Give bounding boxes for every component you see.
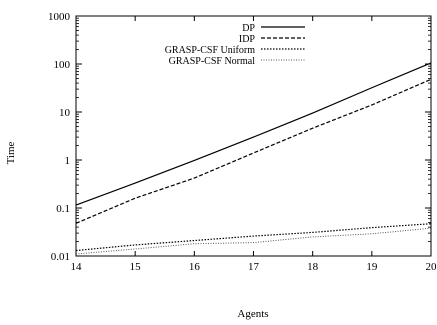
y-tick-label: 0.01 xyxy=(51,251,70,263)
x-tick-label: 14 xyxy=(71,261,83,273)
y-tick-label: 0.1 xyxy=(56,203,70,215)
x-tick-label: 19 xyxy=(366,261,378,273)
series-line-grasp-csf-uniform xyxy=(76,224,431,251)
legend-label: IDP xyxy=(239,34,256,45)
series-group xyxy=(76,63,431,254)
series-line-idp xyxy=(76,79,431,223)
y-axis-label: Time xyxy=(5,141,17,164)
x-tick-label: 18 xyxy=(307,261,319,273)
series-line-dp xyxy=(76,63,431,205)
x-tick-label: 20 xyxy=(426,261,437,273)
y-tick-label: 100 xyxy=(54,59,71,71)
x-tick-label: 16 xyxy=(189,261,201,273)
x-tick-label: 17 xyxy=(248,261,260,273)
x-tick-label: 15 xyxy=(130,261,142,273)
y-tick-label: 10 xyxy=(59,107,71,119)
y-tick-label: 1000 xyxy=(48,11,71,23)
legend-label: DP xyxy=(242,23,255,34)
y-tick-label: 1 xyxy=(65,155,71,167)
legend-label: GRASP-CSF Normal xyxy=(169,56,256,67)
x-axis-label: Agents xyxy=(237,308,268,320)
series-line-grasp-csf-normal xyxy=(76,228,431,254)
legend-label: GRASP-CSF Uniform xyxy=(165,45,256,56)
